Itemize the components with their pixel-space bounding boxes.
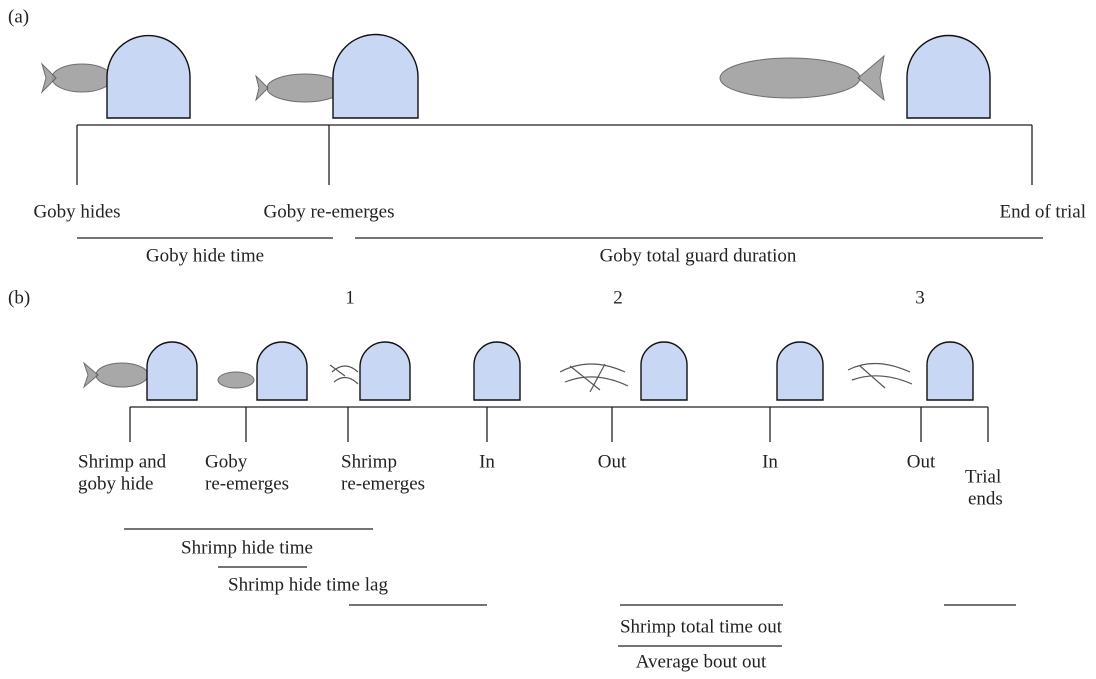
event-label: Goby hides <box>33 201 120 222</box>
bout-number: 1 <box>345 287 355 308</box>
event-label: re-emerges <box>205 473 289 494</box>
event-label: In <box>762 451 778 472</box>
span-label: Shrimp hide time <box>181 537 313 558</box>
span-label: Shrimp total time out <box>620 616 783 637</box>
event-label: In <box>479 451 495 472</box>
illustrations-a <box>42 35 990 119</box>
event-label: goby hide <box>78 473 153 494</box>
event-label: Shrimp <box>341 451 397 472</box>
event-label: Out <box>907 451 936 472</box>
event-label: Shrimp and <box>78 451 167 472</box>
span-label: Average bout out <box>636 651 767 672</box>
event-label: Trial <box>965 466 1001 487</box>
event-label: Out <box>598 451 627 472</box>
event-label: re-emerges <box>341 473 425 494</box>
panel-label: (a) <box>8 6 29 27</box>
event-label: End of trial <box>999 201 1086 222</box>
bout-number: 2 <box>613 287 623 308</box>
span-label: Goby total guard duration <box>600 245 797 266</box>
bout-number: 3 <box>915 287 925 308</box>
event-label: ends <box>968 488 1003 509</box>
timeline-b <box>124 407 1016 646</box>
illustrations-b <box>84 342 973 400</box>
diagram: (a) Goby hides Goby re-emerges End of tr… <box>0 0 1096 679</box>
span-label: Goby hide time <box>146 245 264 266</box>
event-label: Goby <box>205 451 248 472</box>
event-label: Goby re-emerges <box>263 201 394 222</box>
timeline-a <box>77 125 1043 238</box>
span-label: Shrimp hide time lag <box>228 574 388 595</box>
panel-label: (b) <box>8 287 30 308</box>
